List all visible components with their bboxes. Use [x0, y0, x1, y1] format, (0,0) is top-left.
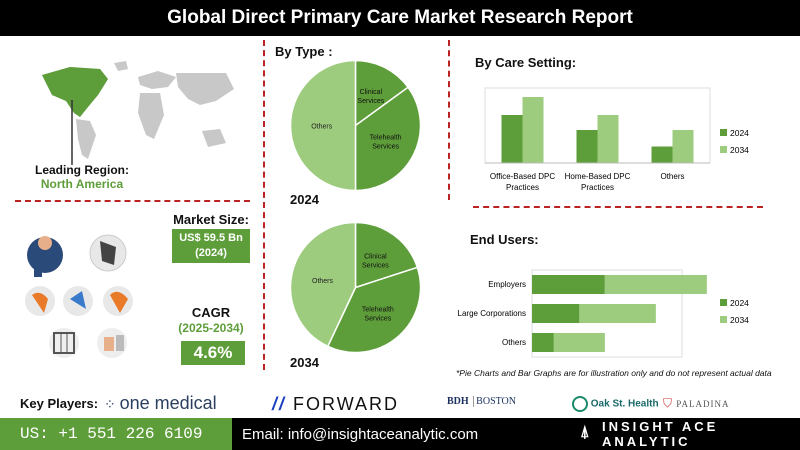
pie-chart-2024: Clinical Services Telehealth Services Others: [289, 59, 422, 192]
page-title: Global Direct Primary Care Market Resear…: [0, 0, 800, 36]
pie-label-2: Others: [311, 124, 333, 131]
hbar-2034-0: [604, 275, 707, 294]
cagr-label: CAGR: [191, 305, 231, 320]
by-type-title: By Type :: [275, 44, 333, 59]
legend-swatch-2034: [720, 316, 727, 323]
logo-boston: BDH BOSTON: [447, 396, 516, 407]
market-size-value: US$ 59.5 Bn: [179, 232, 243, 244]
end-user-label-0: Employers: [488, 280, 526, 289]
key-players-label: Key Players:: [20, 396, 99, 411]
end-user-label-2: Others: [502, 338, 526, 347]
pie-label-0: Clinical Services: [362, 254, 389, 270]
legend-label-2034: 2034: [730, 145, 749, 155]
care-setting-chart: Office-Based DPC Practices Home-Based DPC P…: [484, 87, 749, 192]
market-size-box: US$ 59.5 Bn (2024): [172, 229, 250, 263]
pie-slice-2: [289, 59, 357, 192]
logo-paladina: ⛉ PALADINA: [663, 396, 730, 410]
footer-email[interactable]: Email: info@insightaceanalytic.com: [232, 418, 562, 450]
footer-brand: ⍋ INSIGHT ACE ANALYTIC: [562, 418, 800, 450]
logo-one-medical: ⁘ one medical: [104, 393, 217, 413]
healthcare-illustration: [25, 234, 133, 358]
bar-2024-1: [576, 130, 598, 163]
hbar-2024-0: [532, 275, 605, 294]
logo-oak-street: Oak St. Health: [572, 396, 659, 412]
bar-2034-0: [522, 97, 544, 163]
bar-2034-2: [672, 130, 694, 163]
hbar-2024-1: [532, 304, 580, 323]
logo-forward: // FORWARD: [272, 394, 400, 414]
divider-charts: [473, 206, 763, 208]
pie-slice-0: [354, 59, 410, 127]
cagr-value: 4.6%: [181, 341, 245, 365]
divider-right-top: [448, 40, 450, 200]
divider-region: [15, 200, 250, 202]
category-label-0: Office-Based DPC Practices: [490, 172, 555, 192]
bar-2024-2: [651, 146, 673, 163]
pie-label-0: Clinical Services: [357, 89, 384, 105]
legend-swatch-2024: [720, 129, 727, 136]
market-size-label: Market Size:: [173, 212, 249, 227]
care-setting-title: By Care Setting:: [475, 55, 577, 70]
end-user-label-1: Large Corporations: [458, 309, 526, 318]
legend-label-2034: 2034: [730, 315, 749, 325]
pie-slice-1: [326, 266, 422, 354]
pie-slice-0: [354, 221, 419, 289]
pie-label-1: Telehealth Services: [370, 134, 402, 150]
disclaimer-note: *Pie Charts and Bar Graphs are for illus…: [456, 368, 772, 378]
world-map: [42, 61, 234, 165]
bar-2024-0: [501, 115, 523, 163]
end-users-chart: Employers Large Corporations Others 2024 203…: [458, 269, 749, 358]
legend-swatch-2024: [720, 299, 727, 306]
divider-left: [263, 40, 265, 370]
category-label-1: Home-Based DPC Practices: [565, 172, 631, 192]
region-value: North America: [40, 177, 124, 191]
cagr-period: (2025-2034): [178, 321, 244, 335]
hbar-2024-2: [532, 333, 554, 352]
legend-swatch-2034: [720, 146, 727, 153]
market-size-year: (2024): [195, 247, 227, 259]
end-users-title: End Users:: [470, 232, 539, 247]
bar-2034-1: [597, 115, 619, 163]
pie-2034-year: 2034: [290, 355, 319, 370]
hbar-2034-2: [553, 333, 605, 352]
region-label: Leading Region:: [35, 163, 129, 177]
pie-label-1: Telehealth Services: [362, 306, 394, 322]
pie-chart-2034: Clinical Services Telehealth Services Others: [289, 221, 422, 354]
pie-slice-1: [354, 86, 422, 192]
pie-label-2: Others: [312, 278, 334, 285]
category-label-2: Others: [660, 172, 684, 181]
legend-label-2024: 2024: [730, 128, 749, 138]
brand-logo-icon: ⍋: [580, 424, 590, 441]
pie-2024-year: 2024: [290, 192, 319, 207]
pie-slice-2: [289, 221, 357, 348]
hbar-2034-1: [579, 304, 656, 323]
footer-phone[interactable]: US: +1 551 226 6109: [0, 418, 232, 450]
legend-label-2024: 2024: [730, 298, 749, 308]
